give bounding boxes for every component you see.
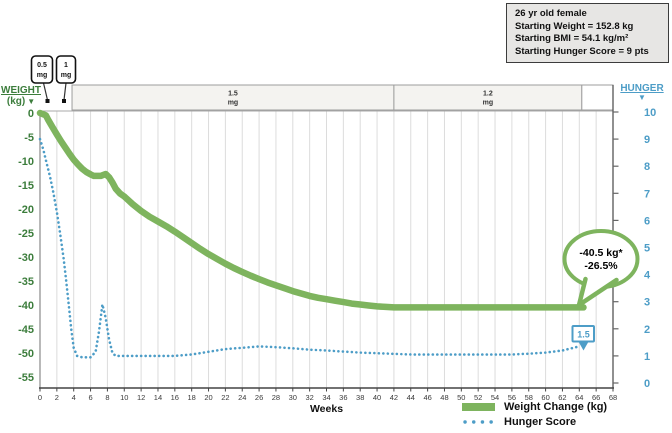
legend-weight-swatch (462, 403, 495, 411)
hunger-tick-label: 2 (644, 324, 650, 336)
hunger-axis-title: HUNGER ▼ (614, 83, 670, 102)
patient-info-line: Starting Hunger Score = 9 pts (515, 46, 664, 59)
weight-tick-label: -25 (18, 228, 34, 240)
weight-tick-label: -55 (18, 372, 34, 384)
hunger-tick-label: 6 (644, 215, 650, 227)
legend-item-hunger: Hunger Score (462, 414, 607, 429)
x-tick-label: 48 (440, 393, 448, 402)
legend-hunger-dots (462, 418, 495, 426)
x-tick-label: 68 (609, 393, 617, 402)
weight-tick-label: 0 (28, 108, 34, 120)
x-tick-label: 12 (137, 393, 145, 402)
weight-axis-title-text: WEIGHT (0, 85, 42, 96)
weight-tick-label: -30 (18, 252, 34, 264)
dose-bar-label: 1.5 (228, 91, 238, 98)
patient-info-line: Starting BMI = 54.1 kg/m² (515, 33, 664, 46)
weight-tick-label: -35 (18, 276, 34, 288)
hunger-tick-label: 7 (644, 188, 650, 200)
x-tick-label: 16 (171, 393, 179, 402)
hunger-tick-label: 0 (644, 378, 650, 390)
dose-bar-label-unit: mg (228, 100, 239, 107)
legend-weight-label: Weight Change (kg) (504, 401, 607, 413)
x-tick-label: 14 (154, 393, 162, 402)
x-tick-label: 32 (305, 393, 313, 402)
hunger-tick-label: 9 (644, 134, 650, 146)
x-tick-label: 10 (120, 393, 128, 402)
hunger-tick-label: 10 (644, 107, 656, 119)
x-tick-label: 8 (105, 393, 109, 402)
legend-item-weight: Weight Change (kg) (462, 399, 607, 414)
patient-info-line: 26 yr old female (515, 8, 664, 21)
x-tick-label: 38 (356, 393, 364, 402)
patient-info-box: 26 yr old female Starting Weight = 152.8… (506, 3, 669, 63)
x-tick-label: 24 (238, 393, 246, 402)
x-tick-label: 2 (55, 393, 59, 402)
x-tick-label: 42 (390, 393, 398, 402)
hunger-tick-label: 5 (644, 243, 650, 255)
hunger-tick-label: 8 (644, 161, 650, 173)
x-tick-label: 36 (339, 393, 347, 402)
chart-canvas: 1.5mg1.2mg024681012141618202224262830323… (0, 0, 672, 433)
x-tick-label: 34 (322, 393, 330, 402)
weight-tick-label: -45 (18, 324, 34, 336)
x-tick-label: 40 (373, 393, 381, 402)
weight-axis-title: WEIGHT (kg) ▼ (0, 85, 42, 107)
patient-info-line: Starting Weight = 152.8 kg (515, 21, 664, 34)
legend-hunger-label: Hunger Score (504, 416, 576, 428)
x-tick-label: 4 (72, 393, 76, 402)
x-tick-label: 46 (423, 393, 431, 402)
down-triangle-icon: ▼ (27, 98, 35, 106)
dose-bar-label-unit: mg (483, 100, 494, 107)
hunger-tick-label: 1 (644, 351, 650, 363)
x-tick-label: 18 (188, 393, 196, 402)
x-tick-label: 20 (204, 393, 212, 402)
weight-axis-unit: (kg) (7, 96, 25, 107)
weight-change-line (40, 113, 584, 307)
x-tick-label: 0 (38, 393, 42, 402)
x-tick-label: 22 (221, 393, 229, 402)
weight-tick-label: -50 (18, 348, 34, 360)
chart-page: 1.5mg1.2mg024681012141618202224262830323… (0, 0, 672, 433)
dose-bar-label: 1.2 (483, 91, 493, 98)
dose-bar-segment (582, 85, 613, 110)
x-tick-label: 30 (289, 393, 297, 402)
weight-tick-label: -40 (18, 300, 34, 312)
legend: Weight Change (kg) Hunger Score (462, 399, 607, 429)
hunger-tick-label: 3 (644, 297, 650, 309)
weight-tick-label: -20 (18, 204, 34, 216)
down-triangle-icon: ▼ (614, 94, 670, 102)
x-tick-label: 28 (272, 393, 280, 402)
weight-tick-label: -10 (18, 156, 34, 168)
weight-tick-label: -15 (18, 180, 34, 192)
x-tick-label: 44 (407, 393, 415, 402)
weight-tick-label: -5 (24, 132, 34, 144)
hunger-tick-label: 4 (644, 270, 651, 282)
x-tick-label: 26 (255, 393, 263, 402)
x-tick-label: 6 (88, 393, 92, 402)
